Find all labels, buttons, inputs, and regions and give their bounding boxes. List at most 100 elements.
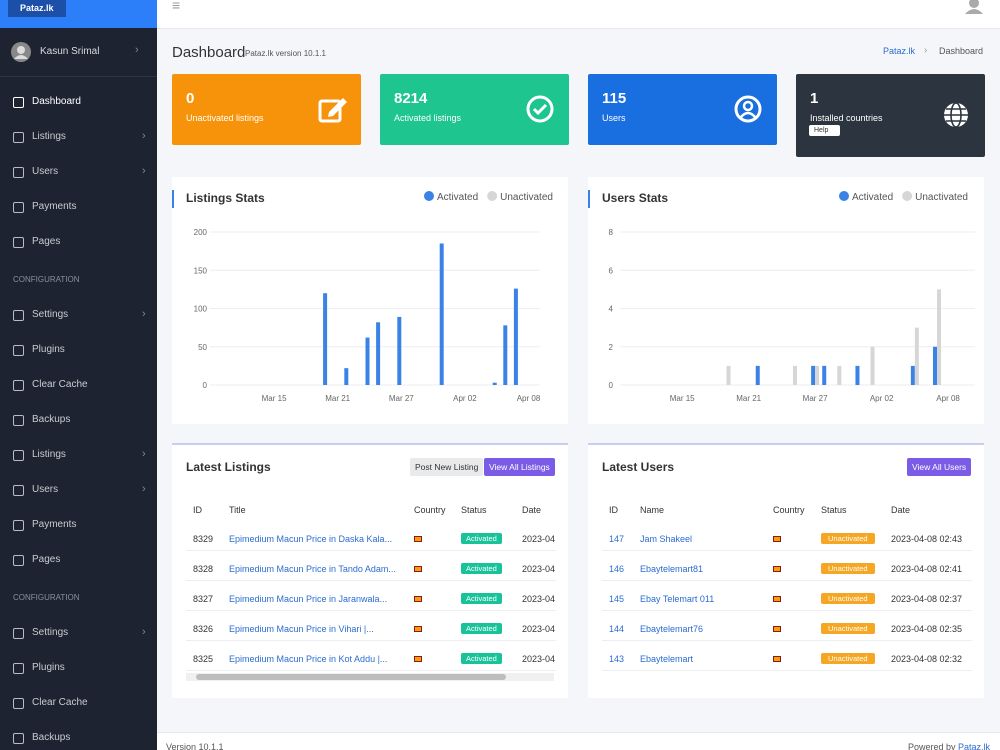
menu-icon [13,310,24,321]
flag [414,656,422,662]
cell-id[interactable]: 145 [609,594,625,604]
cell-id[interactable]: 146 [609,564,625,574]
menu-icon [13,415,24,426]
menu-toggle[interactable]: ≡ [172,0,181,13]
x-tick-label: Mar 15 [670,394,695,403]
breadcrumb-link[interactable]: Pataz.lk [883,46,916,56]
cell-title[interactable]: Epimedium Macun Price in Jaranwala... [229,594,388,604]
topbar [157,0,1000,29]
stat-card: 115 Users [588,74,777,145]
user-avatar-top[interactable] [964,0,984,14]
bar [344,368,349,385]
cell-id[interactable]: 147 [609,534,625,544]
legend-swatch [487,191,498,201]
menu-item[interactable]: Settings [32,309,69,320]
cell-id[interactable]: 144 [609,624,625,634]
menu-item[interactable]: Payments [32,201,77,212]
menu-item[interactable]: Pages [32,554,61,565]
cell-title[interactable]: Ebaytelemart81 [640,564,704,574]
status-badge: Activated [461,593,502,604]
cell-date: 2023-04-08 02:41 [891,564,963,574]
column-header: Status [461,505,487,515]
button[interactable]: View All Listings [484,458,555,476]
row-divider [602,610,972,611]
y-tick-label: 200 [194,228,208,237]
scrollbar-thumb[interactable] [196,674,506,680]
chevron: › [135,44,139,56]
bar [933,346,938,385]
menu-heading: CONFIGURATION [13,593,80,602]
cell-date: 2023-04 [522,594,556,604]
cell-id: 8327 [193,594,214,604]
menu-icon [13,167,24,178]
cell-title[interactable]: Ebay Telemart 011 [640,594,715,604]
table-panel: Latest Users View All Users ID Name Country S… [588,443,984,698]
cell-title[interactable]: Jam Shakeel [640,534,693,544]
menu-item[interactable]: Dashboard [32,96,81,107]
table-panel: Latest Listings View All Listings Post New… [172,443,568,698]
cell-title[interactable]: Epimedium Macun Price in Tando Adam... [229,564,396,574]
menu-item[interactable]: Backups [32,732,71,743]
flag [773,566,781,572]
help-button[interactable]: Help [809,125,841,136]
cell-title[interactable]: Epimedium Macun Price in Kot Addu |... [229,654,388,664]
menu-icon [13,555,24,566]
menu-item[interactable]: Pages [32,236,61,247]
status-badge: Unactivated [821,563,875,574]
column-header: Date [891,505,911,515]
menu-item[interactable]: Listings [32,449,66,460]
column-header: Country [414,505,446,515]
stat-label: Users [602,113,626,123]
menu-item[interactable]: Backups [32,414,71,425]
status-badge: Activated [461,563,502,574]
status-badge: Unactivated [821,533,875,544]
status-badge: Unactivated [821,653,875,664]
button[interactable]: Post New Listing [410,458,484,476]
flag [773,536,781,542]
bar [492,382,497,385]
bar [937,289,942,385]
footer-link[interactable]: Pataz.lk [957,742,990,750]
menu-item[interactable]: Plugins [32,662,65,673]
bar [376,322,381,385]
flag [414,536,422,542]
button[interactable]: View All Users [907,458,972,476]
bar [837,365,842,385]
bar [439,243,444,385]
chart-panel [588,177,984,424]
column-header: Name [640,505,665,515]
menu-item[interactable]: Clear Cache [32,697,88,708]
cell-title[interactable]: Ebaytelemart76 [640,624,704,634]
menu-item[interactable]: Users [32,166,59,177]
cell-date: 2023-04-08 02:32 [891,654,963,664]
cell-title[interactable]: Epimedium Macun Price in Daska Kala... [229,534,393,544]
cell-title[interactable]: Epimedium Macun Price in Vihari |... [229,624,374,634]
menu-item[interactable]: Users [32,484,59,495]
cell-id[interactable]: 143 [609,654,625,664]
stat-value: 0 [186,90,195,107]
stat-label: Installed countries [810,113,883,123]
x-tick-label: Mar 15 [262,394,287,403]
legend-label: Activated [852,192,893,203]
status-badge: Activated [461,533,502,544]
menu-item[interactable]: Payments [32,519,77,530]
menu-icon [13,345,24,356]
page-title: Dashboard [172,44,246,61]
cell-date: 2023-04 [522,624,556,634]
cell-date: 2023-04 [522,564,556,574]
cell-date: 2023-04-08 02:43 [891,534,963,544]
table-title: Latest Listings [186,460,271,474]
chart-panel [172,177,568,424]
flag [414,566,422,572]
menu-item[interactable]: Plugins [32,344,65,355]
cell-title[interactable]: Ebaytelemart [640,654,694,664]
cell-date: 2023-04 [522,534,556,544]
menu-item[interactable]: Listings [32,131,66,142]
menu-item[interactable]: Clear Cache [32,379,88,390]
menu-item[interactable]: Settings [32,627,69,638]
title-accent [588,190,590,208]
flag [773,656,781,662]
menu-icon [13,380,24,391]
